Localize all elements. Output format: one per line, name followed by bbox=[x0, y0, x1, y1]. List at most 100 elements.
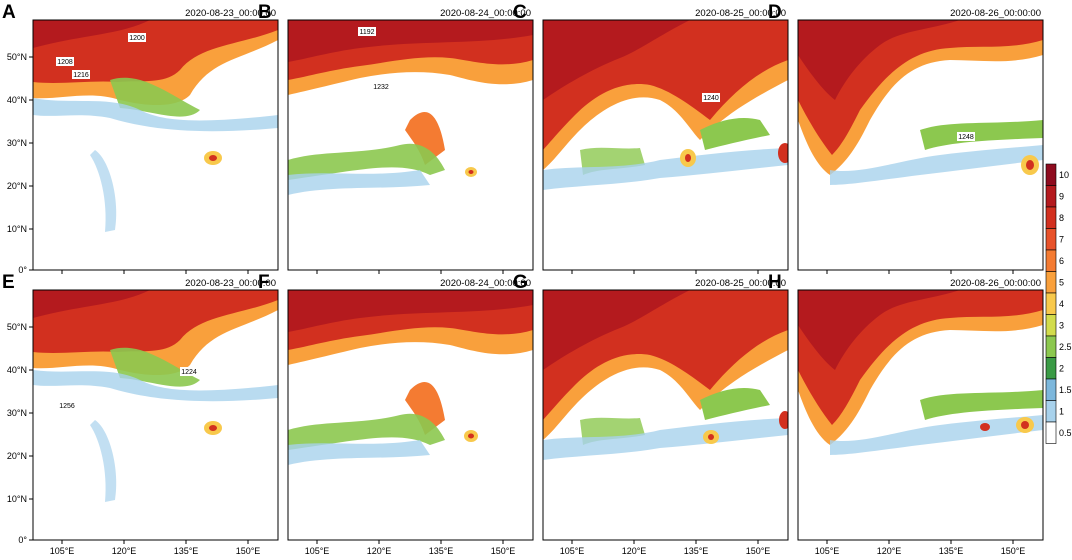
panel-letter: F bbox=[258, 272, 270, 293]
lon-label: 135°E bbox=[684, 546, 709, 556]
lon-label: 135°E bbox=[429, 546, 454, 556]
tick-marks bbox=[29, 56, 249, 274]
colorbar-swatch bbox=[1045, 206, 1057, 229]
contour-label: 1232 bbox=[373, 84, 389, 91]
colorbar-swatch bbox=[1045, 228, 1057, 251]
tick-marks bbox=[29, 326, 249, 544]
lon-label: 105°E bbox=[815, 546, 840, 556]
colorbar-label: 1.5 bbox=[1059, 385, 1072, 395]
tick-marks bbox=[316, 540, 504, 544]
colorbar: 10 9 8 7 6 5 4 3 2.5 2 1.5 1 0.5 bbox=[1045, 163, 1072, 444]
longitude-labels: 105°E 120°E 135°E 150°E 105°E 120°E 135°… bbox=[50, 546, 1026, 556]
panel-letter: A bbox=[2, 2, 16, 23]
lon-label: 150°E bbox=[746, 546, 771, 556]
contour-label: 1240 bbox=[703, 95, 719, 102]
lat-label: 50°N bbox=[7, 322, 27, 332]
colorbar-swatch bbox=[1045, 421, 1057, 444]
lat-label: 10°N bbox=[7, 494, 27, 504]
colorbar-swatch bbox=[1045, 357, 1057, 380]
colorbar-swatch bbox=[1045, 185, 1057, 208]
latitude-labels-top: 50°N 40°N 30°N 20°N 10°N 0° bbox=[7, 52, 28, 275]
lat-label: 40°N bbox=[7, 95, 27, 105]
lon-label: 135°E bbox=[939, 546, 964, 556]
panel-c: C 2020-08-25_00:00:00 bbox=[513, 2, 789, 274]
panel-date: 2020-08-26_00:00:00 bbox=[950, 8, 1041, 19]
colorbar-label: 10 bbox=[1059, 170, 1069, 180]
lon-label: 150°E bbox=[1001, 546, 1026, 556]
contour-label: 1248 bbox=[958, 134, 974, 141]
lat-label: 40°N bbox=[7, 365, 27, 375]
contour-label: 1256 bbox=[59, 403, 75, 410]
lon-label: 150°E bbox=[236, 546, 261, 556]
lat-label: 30°N bbox=[7, 408, 27, 418]
lon-label: 120°E bbox=[367, 546, 392, 556]
lat-label: 0° bbox=[18, 265, 27, 275]
map-field bbox=[543, 290, 788, 540]
panel-letter: H bbox=[768, 272, 782, 293]
panel-date: 2020-08-24_00:00:00 bbox=[440, 278, 531, 289]
colorbar-label: 0.5 bbox=[1059, 428, 1072, 438]
colorbar-swatch bbox=[1045, 163, 1057, 186]
colorbar-label: 4 bbox=[1059, 299, 1064, 309]
panel-letter: D bbox=[768, 2, 782, 23]
colorbar-swatch bbox=[1045, 292, 1057, 315]
map-field bbox=[543, 20, 788, 270]
panel-letter: E bbox=[2, 272, 15, 293]
tick-marks bbox=[571, 540, 759, 544]
map-field bbox=[798, 290, 1043, 540]
lon-label: 135°E bbox=[174, 546, 199, 556]
map-field bbox=[798, 20, 1043, 270]
latitude-labels-bottom: 50°N 40°N 30°N 20°N 10°N 0° bbox=[7, 322, 28, 545]
panel-a: A 2020-08-23_00:00:00 bbox=[2, 2, 279, 274]
tick-marks bbox=[826, 540, 1014, 544]
map-field bbox=[288, 290, 533, 540]
colorbar-label: 2.5 bbox=[1059, 342, 1072, 352]
panel-letter: C bbox=[513, 2, 527, 23]
tick-marks bbox=[826, 270, 1014, 274]
tick-marks bbox=[571, 270, 759, 274]
colorbar-label: 1 bbox=[1059, 406, 1064, 416]
lon-label: 105°E bbox=[50, 546, 75, 556]
map-field bbox=[288, 20, 533, 270]
panel-letter: G bbox=[513, 272, 528, 293]
lat-label: 0° bbox=[18, 535, 27, 545]
lat-label: 20°N bbox=[7, 451, 27, 461]
panel-d: D 2020-08-26_00:00:00 bbox=[768, 2, 1044, 274]
colorbar-label: 9 bbox=[1059, 191, 1064, 201]
lon-label: 120°E bbox=[112, 546, 137, 556]
lat-label: 30°N bbox=[7, 138, 27, 148]
colorbar-swatch bbox=[1045, 314, 1057, 337]
colorbar-label: 6 bbox=[1059, 256, 1064, 266]
contour-labels: 1200 1208 1216 1192 1232 1240 1248 1256 … bbox=[56, 27, 975, 410]
colorbar-swatch bbox=[1045, 400, 1057, 423]
colorbar-label: 5 bbox=[1059, 277, 1064, 287]
lon-label: 120°E bbox=[877, 546, 902, 556]
panel-date: 2020-08-25_00:00:00 bbox=[695, 8, 786, 19]
colorbar-swatch bbox=[1045, 249, 1057, 272]
colorbar-swatch bbox=[1045, 378, 1057, 401]
lat-label: 50°N bbox=[7, 52, 27, 62]
panel-g: G 2020-08-25_00:00:00 bbox=[513, 272, 789, 544]
lat-label: 10°N bbox=[7, 224, 27, 234]
contour-label: 1224 bbox=[181, 369, 197, 376]
lat-label: 20°N bbox=[7, 181, 27, 191]
lon-label: 105°E bbox=[560, 546, 585, 556]
lon-label: 150°E bbox=[491, 546, 516, 556]
contour-label: 1192 bbox=[359, 29, 374, 36]
map-field bbox=[33, 20, 278, 270]
lon-label: 105°E bbox=[305, 546, 330, 556]
map-field bbox=[33, 290, 278, 540]
colorbar-label: 3 bbox=[1059, 320, 1064, 330]
colorbar-swatch bbox=[1045, 271, 1057, 294]
panel-date: 2020-08-26_00:00:00 bbox=[950, 278, 1041, 289]
panel-f: F 2020-08-24_00:00:00 bbox=[258, 272, 534, 544]
contour-label: 1208 bbox=[57, 59, 73, 66]
colorbar-label: 8 bbox=[1059, 213, 1064, 223]
panel-letter: B bbox=[258, 2, 272, 23]
panel-b: B 2020-08-24_00:00:00 bbox=[258, 2, 534, 274]
colorbar-label: 2 bbox=[1059, 363, 1064, 373]
colorbar-label: 7 bbox=[1059, 234, 1064, 244]
panel-date: 2020-08-25_00:00:00 bbox=[695, 278, 786, 289]
contour-label: 1200 bbox=[129, 35, 145, 42]
